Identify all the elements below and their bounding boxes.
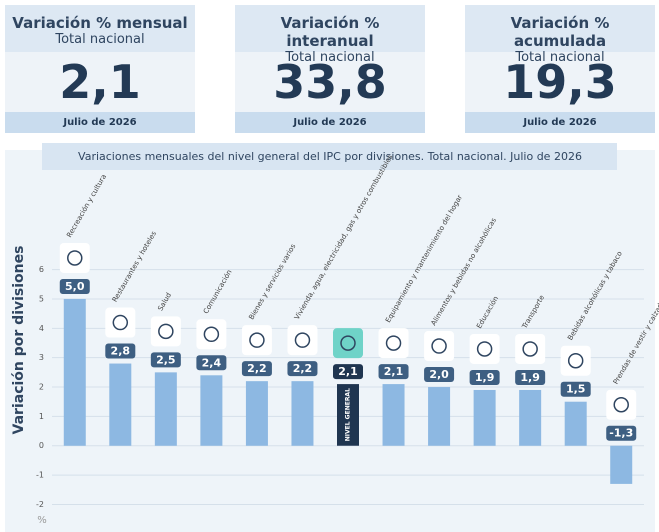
value-label: 5,0 [65, 280, 85, 293]
y-tick-label: -2 [36, 500, 44, 509]
icon [567, 352, 584, 369]
y-tick-label: 1 [39, 412, 44, 421]
icon-box [105, 307, 136, 338]
value-label: 2,2 [293, 362, 313, 375]
icon [249, 332, 265, 348]
icon-box [469, 333, 500, 364]
value-label: 2,4 [202, 356, 222, 369]
bar [109, 363, 132, 446]
card-footer: Julio de 2026 [235, 112, 425, 133]
icon-box [378, 328, 409, 359]
card-value: 2,1 [5, 52, 195, 112]
chart-title: Variaciones mensuales del nivel general … [78, 150, 582, 163]
value-label-box [424, 367, 455, 383]
icon [67, 250, 83, 266]
icon-box [196, 319, 227, 350]
y-tick-label: 2 [39, 383, 44, 392]
card-subtitle: Total nacional [55, 32, 145, 47]
value-label: 1,9 [475, 371, 495, 384]
card-footer: Julio de 2026 [5, 112, 195, 133]
value-label-box [105, 343, 136, 359]
card-title: Variación % acumulada [510, 14, 610, 50]
card-value: 19,3 [465, 52, 655, 112]
icon-box [287, 325, 318, 356]
value-label: 2,5 [156, 353, 176, 366]
value-label: 1,9 [520, 371, 540, 384]
value-label-box [515, 369, 546, 385]
value-label: 2,2 [247, 362, 267, 375]
card-title: Variación % mensual [12, 14, 188, 32]
value-label: 2,1 [338, 365, 358, 378]
bar [564, 401, 587, 446]
bar [154, 372, 177, 446]
icon [158, 323, 174, 340]
y-tick-label: 6 [39, 265, 44, 274]
value-label-box [469, 369, 500, 385]
value-label-box [241, 361, 272, 377]
icon [522, 341, 538, 357]
icon [476, 341, 493, 357]
category-label: NIVEL GENERAL [345, 388, 352, 441]
icon [112, 314, 129, 331]
bar [610, 445, 633, 484]
value-label: -1,3 [609, 427, 633, 440]
icon [431, 338, 447, 354]
bar [519, 389, 542, 446]
icon-box [333, 328, 363, 359]
value-label-box [287, 361, 318, 377]
icon [613, 396, 629, 413]
value-label-box [59, 278, 90, 294]
icon [203, 326, 220, 343]
icon [340, 335, 356, 351]
icon-box [241, 325, 272, 356]
y-tick-label: -1 [36, 471, 44, 480]
icon-box [424, 331, 455, 362]
kpi-card: Variación % interanualTotal nacional33,8… [235, 5, 425, 133]
icon [294, 332, 311, 348]
value-label: 2,8 [111, 345, 131, 358]
value-label-box [560, 381, 591, 397]
value-label-box [150, 352, 181, 368]
card-value: 33,8 [235, 52, 425, 112]
bar [245, 381, 268, 446]
bar [337, 384, 359, 446]
icon-box [515, 333, 546, 364]
value-label-box [196, 355, 227, 371]
y-tick-label: 5 [39, 294, 44, 303]
icon-box [560, 345, 591, 376]
bar [200, 375, 223, 446]
kpi-card: Variación % mensual Total nacional 2,1 Juli… [5, 5, 195, 133]
y-tick-label: 4 [39, 324, 44, 333]
icon-box [606, 389, 637, 420]
y-unit: % [37, 515, 47, 526]
y-tick-label: 0 [39, 441, 44, 450]
y-axis-label: Variación por divisiones [11, 246, 27, 435]
value-label: 2,0 [429, 368, 449, 381]
value-label: 2,1 [384, 365, 404, 378]
y-tick-label: 3 [39, 353, 44, 362]
bar [63, 298, 86, 446]
bar [291, 381, 314, 446]
icon-box [59, 242, 90, 273]
bar [382, 384, 405, 446]
card-title: Variación % interanual [280, 14, 380, 50]
card-header: Variación % mensual Total nacional [5, 5, 195, 52]
bar [473, 389, 496, 446]
bar [428, 387, 451, 446]
value-label-box [378, 364, 409, 380]
icon [385, 335, 402, 351]
value-label-box [333, 364, 363, 380]
chart-bg [5, 150, 655, 532]
value-label-box [606, 425, 637, 441]
title-banner [42, 143, 617, 170]
card-footer: Julio de 2026 [465, 112, 655, 133]
icon-box [150, 316, 181, 347]
value-label: 1,5 [566, 383, 586, 396]
kpi-card: Variación % acumuladaTotal nacional19,3J… [465, 5, 655, 133]
